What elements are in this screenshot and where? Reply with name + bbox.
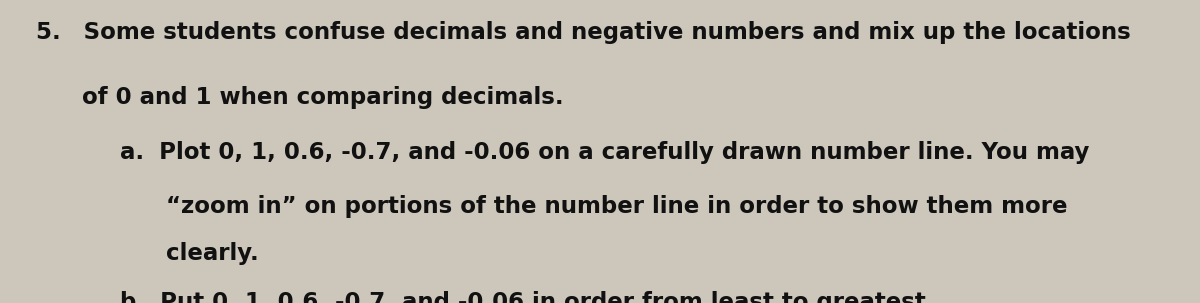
Text: “zoom in” on portions of the number line in order to show them more: “zoom in” on portions of the number line… (166, 195, 1067, 218)
Text: clearly.: clearly. (166, 242, 258, 265)
Text: of 0 and 1 when comparing decimals.: of 0 and 1 when comparing decimals. (82, 86, 563, 109)
Text: a.  Plot 0, 1, 0.6, -0.7, and -0.06 on a carefully drawn number line. You may: a. Plot 0, 1, 0.6, -0.7, and -0.06 on a … (120, 141, 1090, 164)
Text: 5. Some students confuse decimals and negative numbers and mix up the locations: 5. Some students confuse decimals and ne… (36, 21, 1130, 44)
Text: b.  Put 0, 1, 0.6, -0.7, and -0.06 in order from least to greatest.: b. Put 0, 1, 0.6, -0.7, and -0.06 in ord… (120, 291, 935, 303)
